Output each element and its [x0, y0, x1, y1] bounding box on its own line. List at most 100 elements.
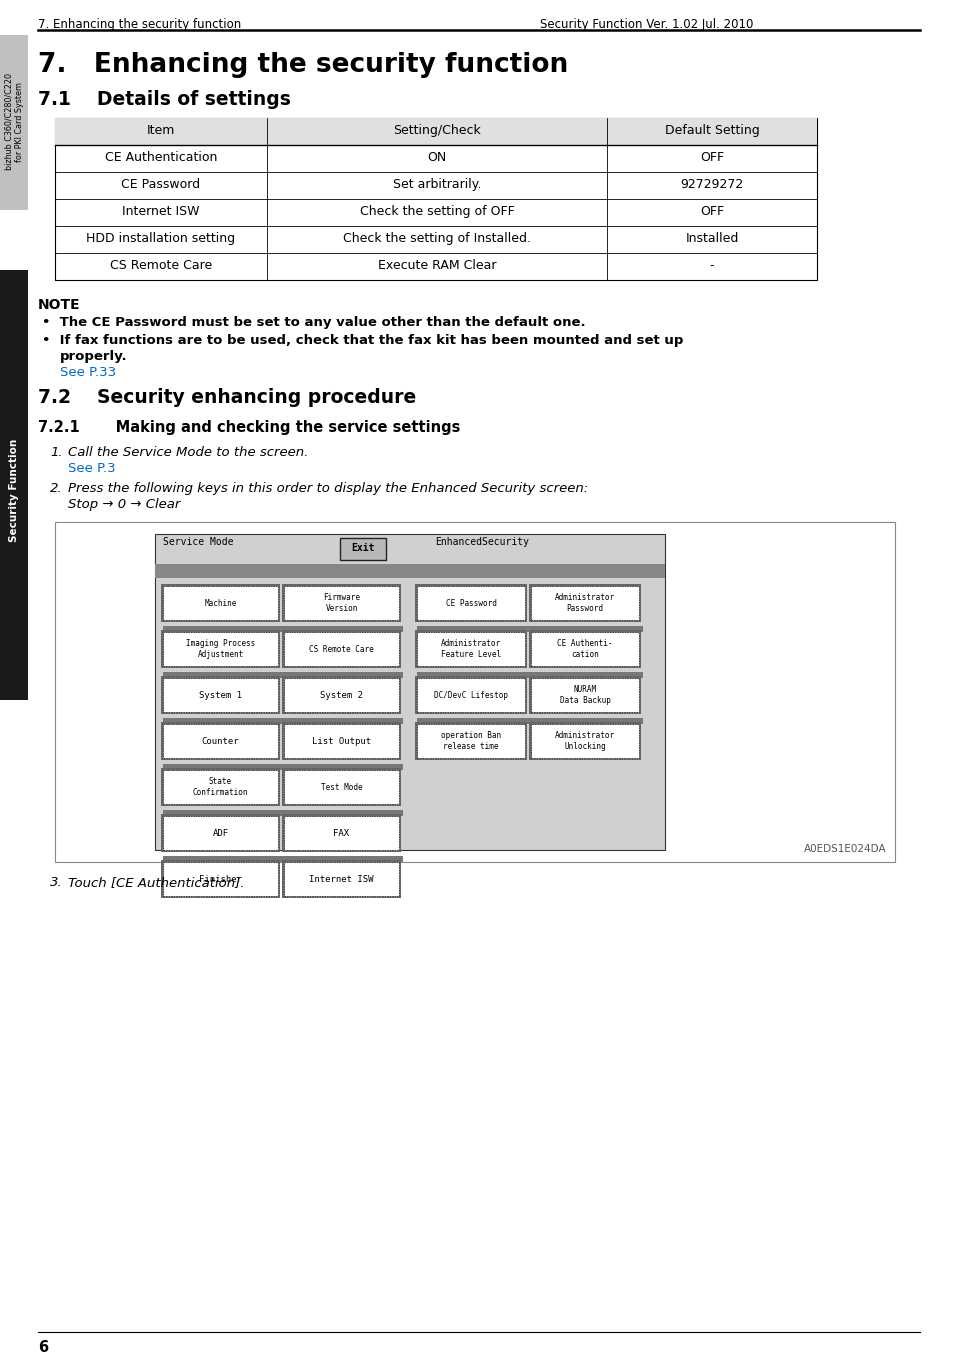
Text: CE Password: CE Password — [445, 599, 496, 607]
Bar — [161, 860, 280, 898]
Text: 7.1    Details of settings: 7.1 Details of settings — [38, 91, 291, 110]
Bar — [55, 118, 816, 280]
Text: ON: ON — [427, 151, 446, 164]
Text: See P.33: See P.33 — [60, 366, 116, 379]
Text: DC/DevC Lifestop: DC/DevC Lifestop — [434, 691, 507, 699]
Text: FAX: FAX — [334, 829, 349, 837]
Bar — [415, 584, 526, 622]
Bar — [154, 564, 664, 579]
Text: Security Function: Security Function — [9, 438, 19, 542]
Bar — [163, 626, 402, 631]
Bar — [529, 676, 640, 714]
Text: 3.: 3. — [50, 876, 63, 890]
Bar — [284, 725, 398, 758]
Bar — [284, 631, 398, 667]
Bar — [284, 771, 398, 804]
Bar — [161, 722, 280, 760]
Text: CS Remote Care: CS Remote Care — [309, 645, 374, 653]
Bar — [339, 538, 386, 560]
Text: EnhancedSecurity: EnhancedSecurity — [435, 537, 529, 548]
Text: operation Ban
release time: operation Ban release time — [440, 731, 500, 750]
Text: System 1: System 1 — [199, 691, 242, 699]
Bar — [531, 725, 639, 758]
Text: Check the setting of OFF: Check the setting of OFF — [359, 206, 514, 218]
Text: NURAM
Data Backup: NURAM Data Backup — [559, 685, 610, 704]
Bar — [163, 585, 277, 621]
Bar — [163, 631, 277, 667]
Bar — [55, 522, 894, 863]
Text: CE Authenti-
cation: CE Authenti- cation — [557, 639, 612, 658]
Text: OFF: OFF — [700, 151, 723, 164]
Text: NOTE: NOTE — [38, 297, 81, 312]
Text: CE Authentication: CE Authentication — [105, 151, 217, 164]
Text: •  If fax functions are to be used, check that the fax kit has been mounted and : • If fax functions are to be used, check… — [42, 334, 682, 347]
Text: Service Mode: Service Mode — [163, 537, 233, 548]
Bar — [529, 584, 640, 622]
Bar — [282, 676, 400, 714]
Bar — [0, 270, 28, 700]
Text: Set arbitrarily.: Set arbitrarily. — [393, 178, 480, 191]
Bar — [163, 672, 402, 677]
Text: 7. Enhancing the security function: 7. Enhancing the security function — [38, 18, 241, 31]
Bar — [0, 35, 28, 210]
Text: CS Remote Care: CS Remote Care — [110, 260, 212, 272]
Text: Item: Item — [147, 124, 175, 137]
Bar — [163, 863, 277, 896]
Text: Call the Service Mode to the screen.: Call the Service Mode to the screen. — [68, 446, 308, 458]
Text: 2.: 2. — [50, 483, 63, 495]
Text: Internet ISW: Internet ISW — [309, 875, 374, 883]
Bar — [529, 630, 640, 668]
Bar — [163, 718, 402, 725]
Bar — [161, 630, 280, 668]
Text: bizhub C360/C280/C220
for PKI Card System: bizhub C360/C280/C220 for PKI Card Syste… — [5, 73, 24, 170]
Text: State
Confirmation: State Confirmation — [193, 777, 248, 796]
Text: -: - — [709, 260, 714, 272]
Text: Exit: Exit — [351, 544, 375, 553]
Bar — [416, 631, 524, 667]
Text: CE Password: CE Password — [121, 178, 200, 191]
Bar — [416, 725, 524, 758]
Text: 1.: 1. — [50, 446, 63, 458]
Bar — [529, 722, 640, 760]
Text: Execute RAM Clear: Execute RAM Clear — [377, 260, 496, 272]
Bar — [163, 764, 402, 771]
Bar — [416, 718, 642, 725]
Text: Setting/Check: Setting/Check — [393, 124, 480, 137]
Bar — [531, 631, 639, 667]
Text: See P.3: See P.3 — [68, 462, 115, 475]
Text: 92729272: 92729272 — [679, 178, 742, 191]
Bar — [282, 768, 400, 806]
Bar — [282, 584, 400, 622]
Text: Default Setting: Default Setting — [664, 124, 759, 137]
Bar — [55, 118, 816, 145]
Bar — [282, 860, 400, 898]
Text: Counter: Counter — [201, 737, 239, 745]
Bar — [282, 630, 400, 668]
Text: Check the setting of Installed.: Check the setting of Installed. — [343, 233, 531, 245]
Text: ADF: ADF — [213, 829, 229, 837]
Bar — [154, 534, 664, 850]
Bar — [282, 814, 400, 852]
Bar — [163, 817, 277, 850]
Bar — [415, 676, 526, 714]
Bar — [163, 810, 402, 817]
Bar — [163, 856, 402, 863]
Text: Firmware
Version: Firmware Version — [323, 594, 359, 612]
Text: 7.2    Security enhancing procedure: 7.2 Security enhancing procedure — [38, 388, 416, 407]
Bar — [415, 630, 526, 668]
Bar — [531, 585, 639, 621]
Bar — [161, 584, 280, 622]
Text: Administrator
Feature Level: Administrator Feature Level — [440, 639, 500, 658]
Text: A0EDS1E024DA: A0EDS1E024DA — [803, 844, 886, 854]
Bar — [163, 771, 277, 804]
Text: OFF: OFF — [700, 206, 723, 218]
Bar — [284, 585, 398, 621]
Text: 6: 6 — [38, 1340, 48, 1352]
Bar — [531, 677, 639, 713]
Text: HDD installation setting: HDD installation setting — [87, 233, 235, 245]
Text: Internet ISW: Internet ISW — [122, 206, 199, 218]
Bar — [284, 863, 398, 896]
Bar — [416, 626, 642, 631]
Bar — [282, 722, 400, 760]
Text: 7.2.1       Making and checking the service settings: 7.2.1 Making and checking the service se… — [38, 420, 460, 435]
